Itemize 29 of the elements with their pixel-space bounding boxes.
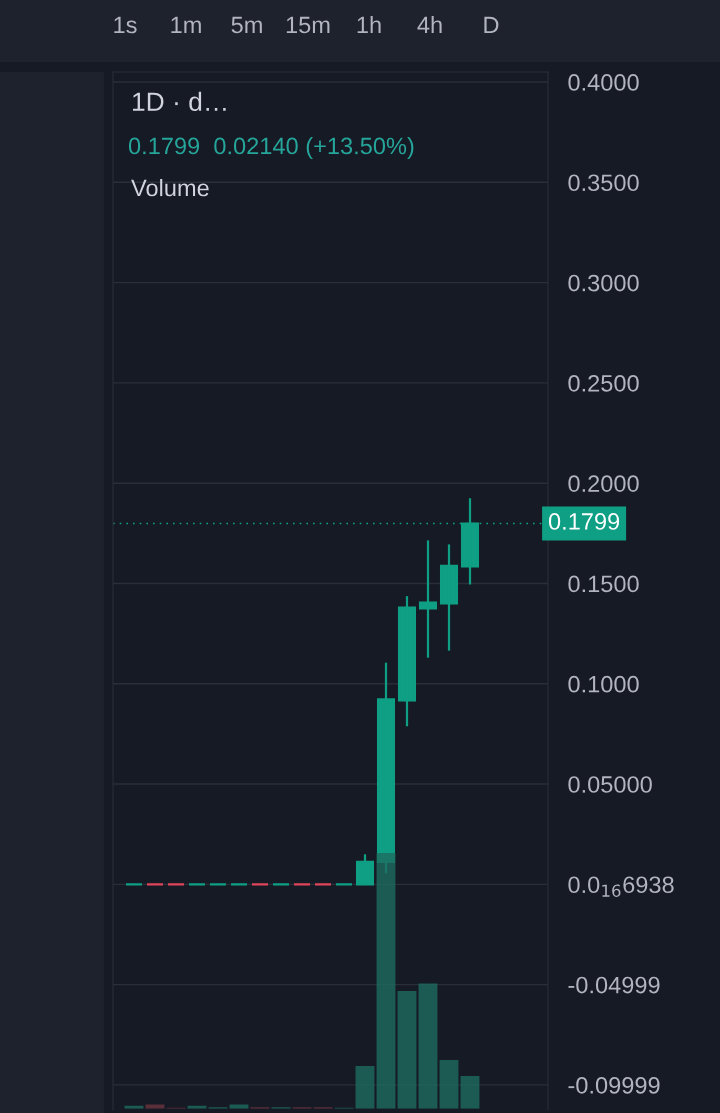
- y-tick-label: 0.0$_{16}$6938: [568, 876, 674, 897]
- y-tick-label: 0.4000: [568, 74, 639, 91]
- text: 1s: [114, 16, 137, 34]
- y-tick-label: 0.1000: [568, 675, 639, 693]
- text: 15m: [286, 16, 330, 34]
- candlestick: [418, 539, 438, 659]
- text: 1h: [357, 16, 381, 34]
- bar: [418, 983, 438, 1109]
- bar: [397, 991, 417, 1109]
- y-tick-label: 0.05000: [568, 776, 652, 793]
- y-tick-label: 0.2000: [568, 475, 639, 492]
- chart-title: Volume: [131, 179, 209, 197]
- y-tick-label: 0.3500: [568, 174, 639, 192]
- y-tick-label: 0.2500: [568, 374, 639, 392]
- y-tick-label: 0.3000: [568, 274, 639, 292]
- text: 1D · d…: [133, 91, 226, 112]
- candlestick: [439, 543, 459, 652]
- text: 4h: [417, 16, 442, 34]
- y-tick-label: 0.1500: [568, 575, 639, 593]
- ref-line-label: 0.1799: [548, 513, 620, 530]
- y-tick-label: -0.09999: [568, 1076, 660, 1094]
- text: D: [484, 16, 499, 34]
- text: 1m: [171, 16, 201, 34]
- bar: [355, 1066, 375, 1109]
- bar: [460, 1075, 480, 1109]
- text: 5m: [231, 16, 262, 34]
- bar: [439, 1060, 459, 1109]
- y-tick-label: -0.04999: [568, 976, 660, 994]
- text: 0.1799 0.02140 (+13.50%): [128, 137, 414, 159]
